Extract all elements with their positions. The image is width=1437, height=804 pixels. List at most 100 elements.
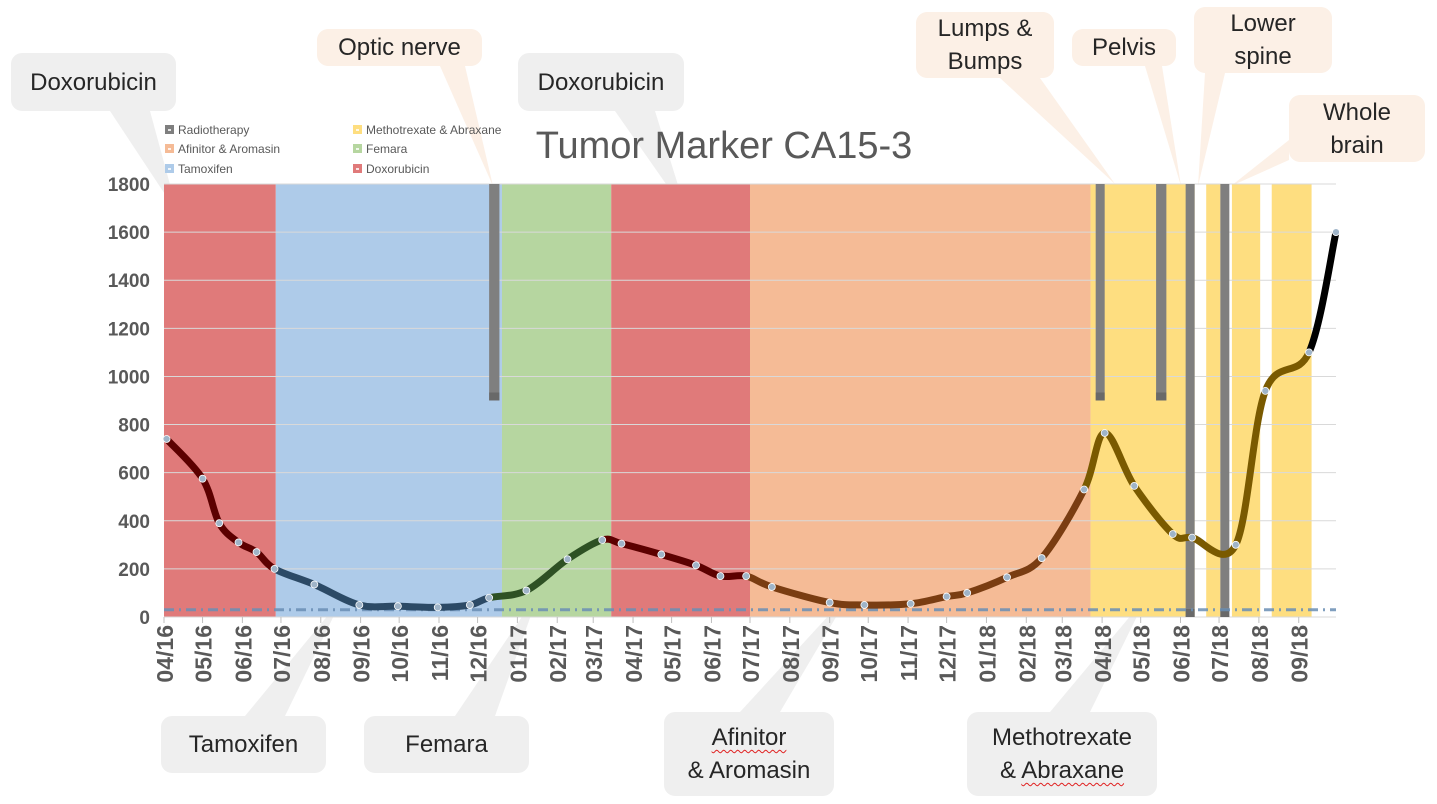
x-axis: 04/16 05/16 06/16 07/16 08/16 09/16 10/16 11/16…: [152, 617, 1313, 683]
x-tick-label: 09/18: [1287, 625, 1313, 683]
treatment-band: [164, 184, 276, 617]
data-point: [234, 538, 243, 547]
x-tick-label: 08/17: [778, 625, 804, 683]
callout-pointer: [1050, 596, 1147, 712]
x-tick-label: 07/17: [738, 625, 764, 683]
y-axis: 0 200 400 600 800 1000 1200 1400 1600 1800: [108, 175, 150, 629]
callout-optic-nerve: Optic nerve: [317, 29, 482, 66]
radiotherapy-bar-base: [1156, 392, 1167, 401]
radiotherapy-bar-base: [489, 392, 500, 401]
data-point: [465, 601, 474, 609]
callout-pointer: [110, 111, 178, 214]
x-tick-label: 12/17: [935, 625, 961, 683]
data-point: [657, 550, 666, 559]
y-tick-label: 1200: [108, 319, 150, 340]
data-point: [1080, 485, 1089, 494]
x-tick-label: 07/16: [269, 625, 295, 683]
data-point: [825, 598, 834, 607]
x-tick-label: 02/18: [1014, 625, 1040, 683]
data-point: [963, 589, 972, 597]
legend-swatch-mark: [356, 148, 359, 150]
data-point: [598, 536, 607, 544]
data-point: [942, 592, 951, 601]
legend-label: Doxorubicin: [366, 162, 429, 176]
chart-title: Tumor Marker CA15-3: [536, 125, 913, 167]
data-point: [1003, 573, 1011, 582]
legend-label: Femara: [366, 142, 408, 156]
x-tick-label: 11/16: [427, 625, 453, 681]
callout-pelvis: Pelvis: [1072, 29, 1176, 66]
callout-line: Afinitor: [711, 724, 787, 751]
series-segment: [1038, 486, 1088, 562]
series-segment: [860, 600, 915, 609]
data-point: [198, 474, 207, 483]
callout-pointer: [455, 590, 540, 716]
x-tick-label: 02/17: [545, 625, 571, 683]
callout-pointers: [110, 66, 1289, 716]
treatment-band: [1090, 184, 1195, 617]
y-tick-label: 600: [118, 464, 150, 485]
x-tick-label: 05/18: [1129, 625, 1155, 683]
treatment-band: [1271, 184, 1312, 617]
x-tick-label: 06/18: [1169, 625, 1195, 683]
data-point: [1261, 386, 1270, 395]
y-tick-label: 1600: [108, 223, 150, 244]
x-tick-label: 06/16: [230, 625, 256, 683]
data-point: [393, 602, 402, 611]
data-point: [1332, 228, 1340, 237]
y-tick-label: 800: [118, 416, 150, 437]
data-point: [1168, 530, 1177, 538]
radiotherapy-bar: [489, 184, 500, 401]
data-point: [433, 603, 442, 612]
callout-femara: Femara: [364, 716, 529, 773]
callout-whole-brain: Whole brain: [1289, 95, 1425, 162]
callout-pointer: [740, 590, 852, 712]
x-tick-label: 10/17: [856, 625, 882, 683]
data-point: [355, 601, 364, 609]
y-tick-label: 1800: [108, 175, 150, 196]
treatment-bands: [164, 184, 1312, 617]
x-tick-label: 08/16: [309, 625, 335, 683]
callout-line: & Aromasin: [687, 757, 811, 784]
data-point: [692, 561, 700, 570]
callout-pointer: [1231, 140, 1289, 186]
callout-pointer: [1000, 78, 1115, 184]
data-point: [563, 555, 572, 564]
radiotherapy-bar: [1185, 184, 1195, 617]
series-segment: [355, 601, 402, 611]
data-point: [1037, 554, 1046, 562]
callout-methotrexate-abraxane: Methotrexate & Abraxane: [967, 712, 1157, 796]
series-segment: [394, 602, 442, 611]
data-point: [1188, 533, 1196, 542]
data-point: [742, 572, 751, 581]
callout-pointer: [440, 66, 493, 186]
legend-label: Afinitor & Aromasin: [178, 142, 280, 156]
y-tick-label: 200: [118, 560, 150, 581]
treatment-band: [1231, 184, 1261, 617]
callout-doxorubicin-2: Doxorubicin: [518, 53, 684, 111]
radiotherapy-bar-base: [1220, 609, 1230, 617]
data-point: [1231, 540, 1240, 549]
x-tick-label: 06/17: [699, 625, 725, 683]
data-point: [716, 572, 725, 581]
data-point: [162, 435, 171, 443]
data-point: [767, 583, 776, 591]
series-segment: [826, 599, 868, 609]
x-tick-label: 12/16: [466, 625, 492, 683]
x-tick-label: 09/16: [349, 625, 375, 683]
radiotherapy-bar: [1095, 184, 1105, 401]
series-segment: [1261, 348, 1313, 395]
x-tick-label: 09/17: [818, 625, 844, 683]
data-point: [617, 539, 626, 548]
data-point: [906, 599, 915, 608]
data-point: [310, 580, 319, 589]
callout-line-part: &: [999, 757, 1022, 784]
x-tick-label: 05/17: [660, 625, 686, 683]
legend-label: Radiotherapy: [178, 123, 249, 137]
x-tick-label: 04/17: [621, 625, 647, 683]
callout-lumps-bumps: Lumps & Bumps: [916, 12, 1054, 78]
legend: Radiotherapy Methotrexate & Abraxane Afini…: [165, 123, 502, 176]
series-segment: [434, 601, 474, 611]
